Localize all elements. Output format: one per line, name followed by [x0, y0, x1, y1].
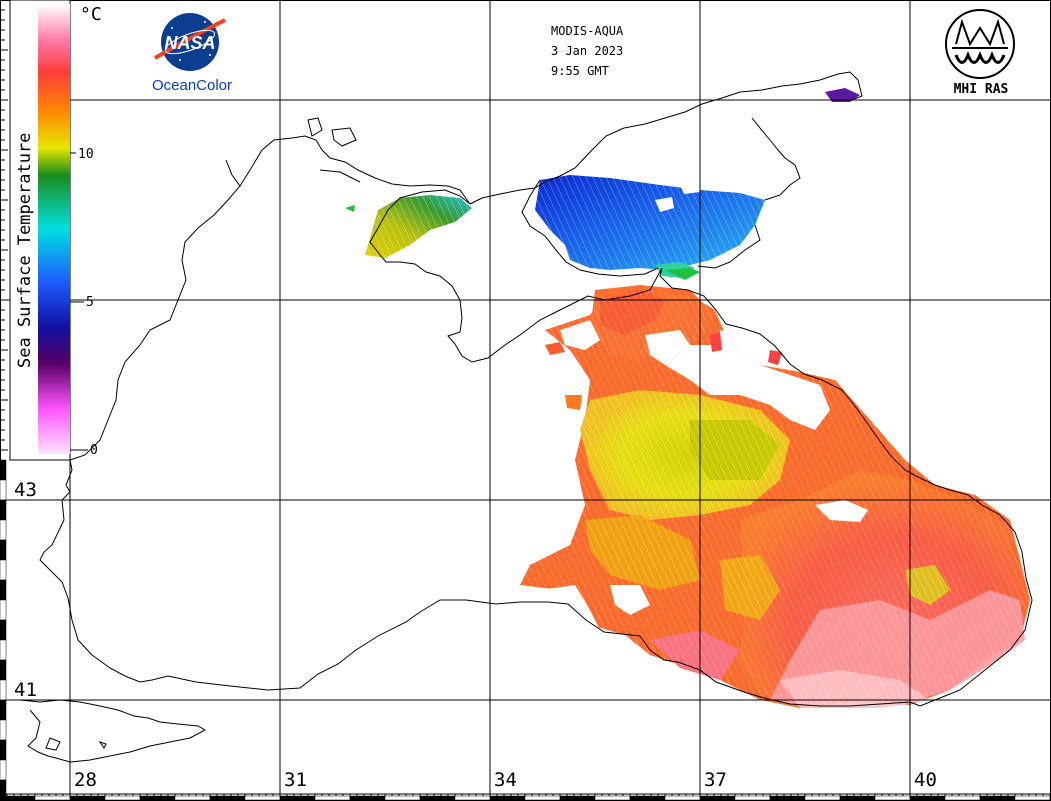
legend-title: Sea Surface Temperature — [15, 133, 35, 368]
sst-data-layer — [345, 88, 1030, 708]
legend-colorbar — [38, 4, 70, 454]
image-time: 9:55 GMT — [551, 64, 609, 78]
mhi-ras-caption: MHI RAS — [954, 82, 1009, 97]
legend-tick-5: 5 — [86, 295, 94, 310]
legend-unit: °C — [80, 4, 102, 25]
satellite-name: MODIS-AQUA — [551, 24, 624, 38]
lon-label-37: 37 — [704, 769, 727, 791]
lon-label-40: 40 — [914, 769, 937, 791]
lon-label-28: 28 — [74, 769, 97, 791]
bottom-scale — [0, 794, 1051, 801]
lon-label-34: 34 — [494, 769, 517, 791]
nasa-logo: NASA — [154, 13, 226, 71]
legend-tick-10: 10 — [78, 147, 94, 162]
mhi-ras-logo — [945, 9, 1015, 79]
header-info: MODIS-AQUA 3 Jan 2023 9:55 GMT OceanColo… — [152, 24, 1009, 97]
legend: Sea Surface Temperature °C 10 5 0 — [9, 0, 102, 461]
left-scale — [0, 0, 8, 801]
lat-label-41: 41 — [14, 679, 37, 701]
axis-labels: 28 31 34 37 40 43 41 — [14, 479, 937, 791]
nasa-wordmark: NASA — [164, 33, 215, 53]
lat-label-43: 43 — [14, 479, 37, 501]
lon-label-31: 31 — [284, 769, 307, 791]
legend-tick-0: 0 — [90, 443, 98, 458]
image-date: 3 Jan 2023 — [551, 44, 623, 58]
oceancolor-caption: OceanColor — [152, 77, 232, 94]
